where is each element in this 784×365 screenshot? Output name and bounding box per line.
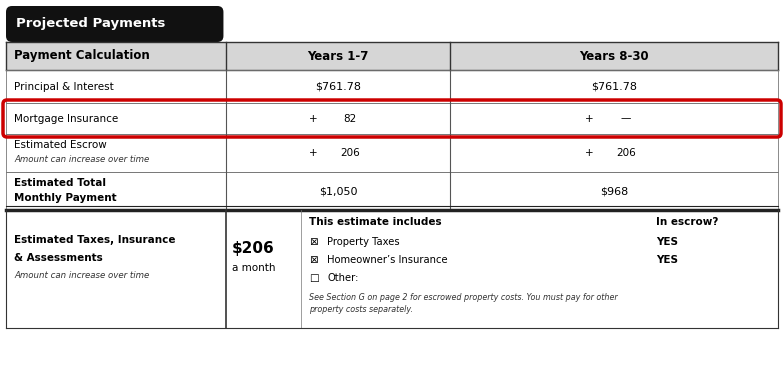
Text: Estimated Escrow: Estimated Escrow bbox=[14, 141, 107, 150]
Bar bbox=[6, 42, 778, 70]
Text: $761.78: $761.78 bbox=[315, 81, 361, 92]
Text: 82: 82 bbox=[343, 114, 357, 123]
Text: Projected Payments: Projected Payments bbox=[16, 18, 165, 31]
Text: Payment Calculation: Payment Calculation bbox=[14, 50, 150, 62]
Text: +: + bbox=[309, 114, 318, 123]
Text: YES: YES bbox=[656, 255, 678, 265]
Bar bbox=[6, 134, 778, 172]
Text: & Assessments: & Assessments bbox=[14, 253, 103, 263]
Text: Other:: Other: bbox=[327, 273, 358, 283]
Bar bbox=[6, 210, 778, 328]
Text: Years 8-30: Years 8-30 bbox=[579, 50, 649, 62]
Text: Property Taxes: Property Taxes bbox=[327, 237, 400, 247]
Bar bbox=[6, 103, 778, 134]
Text: +: + bbox=[309, 148, 318, 158]
Text: Amount can increase over time: Amount can increase over time bbox=[14, 155, 149, 164]
Text: $1,050: $1,050 bbox=[319, 186, 358, 196]
Text: $761.78: $761.78 bbox=[591, 81, 637, 92]
Text: +: + bbox=[585, 114, 593, 123]
Bar bbox=[6, 172, 778, 210]
Text: —: — bbox=[621, 114, 631, 123]
Text: Amount can increase over time: Amount can increase over time bbox=[14, 270, 149, 280]
Text: Mortgage Insurance: Mortgage Insurance bbox=[14, 114, 118, 123]
Text: Years 1-7: Years 1-7 bbox=[307, 50, 368, 62]
Text: Homeowner’s Insurance: Homeowner’s Insurance bbox=[327, 255, 448, 265]
Text: □: □ bbox=[309, 273, 319, 283]
Text: 206: 206 bbox=[616, 148, 636, 158]
Text: YES: YES bbox=[656, 237, 678, 247]
Text: ⊠: ⊠ bbox=[309, 237, 318, 247]
Text: Principal & Interest: Principal & Interest bbox=[14, 81, 114, 92]
Text: +: + bbox=[585, 148, 593, 158]
Text: 206: 206 bbox=[340, 148, 360, 158]
Text: $968: $968 bbox=[600, 186, 628, 196]
Text: See Section G on page 2 for escrowed property costs. You must pay for other: See Section G on page 2 for escrowed pro… bbox=[309, 293, 618, 303]
Bar bbox=[6, 70, 778, 103]
FancyBboxPatch shape bbox=[6, 6, 223, 42]
Text: In escrow?: In escrow? bbox=[656, 217, 718, 227]
Text: Monthly Payment: Monthly Payment bbox=[14, 193, 117, 203]
Text: property costs separately.: property costs separately. bbox=[309, 306, 413, 315]
Text: a month: a month bbox=[232, 263, 275, 273]
Text: $206: $206 bbox=[232, 241, 274, 256]
Text: Estimated Total: Estimated Total bbox=[14, 178, 106, 188]
Text: Estimated Taxes, Insurance: Estimated Taxes, Insurance bbox=[14, 235, 176, 245]
Text: This estimate includes: This estimate includes bbox=[309, 217, 441, 227]
Text: ⊠: ⊠ bbox=[309, 255, 318, 265]
